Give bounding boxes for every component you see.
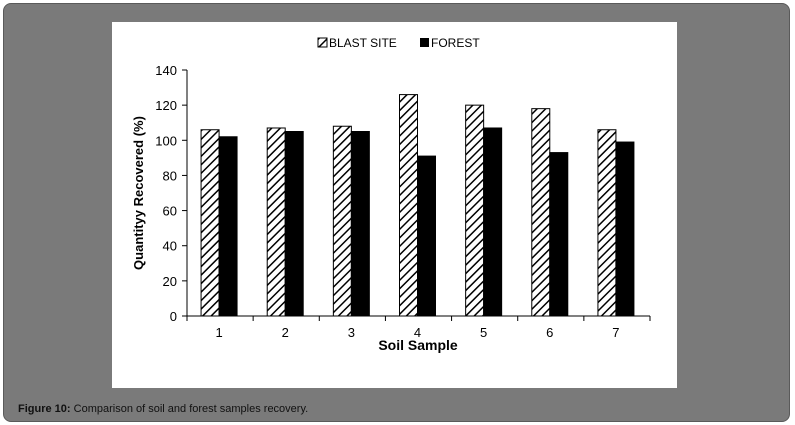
bar-blast-site-1 <box>200 129 220 317</box>
bar-forest-6 <box>549 152 569 317</box>
bar-blast-site-4 <box>399 94 418 317</box>
bars <box>200 94 635 317</box>
legend-swatch-blast-site <box>317 37 328 48</box>
x-tick-label: 3 <box>348 325 355 340</box>
bar-blast-site-5 <box>465 104 485 317</box>
figure-caption: Figure 10: Comparison of soil and forest… <box>18 394 778 424</box>
x-axis-ticks: 1 2 3 4 5 6 7 <box>186 316 651 340</box>
y-axis-title: Quantityy Recovered (%) <box>131 116 146 270</box>
x-tick-label: 5 <box>480 325 487 340</box>
bar-blast-site-7 <box>597 129 617 317</box>
bar-forest-2 <box>284 131 304 317</box>
x-tick-label: 7 <box>612 325 619 340</box>
bar-blast-site-2 <box>266 127 286 317</box>
y-axis-ticks: 0 20 40 60 80 100 120 140 <box>155 63 187 324</box>
y-tick-label: 140 <box>155 63 177 78</box>
bar-forest-5 <box>483 127 503 317</box>
y-tick-label: 80 <box>163 168 177 183</box>
bar-forest-1 <box>218 136 238 317</box>
legend-label-blast-site: BLAST SITE <box>329 36 397 50</box>
y-tick-label: 60 <box>163 204 177 219</box>
bar-blast-site-3 <box>332 125 352 317</box>
x-tick-label: 6 <box>546 325 553 340</box>
x-axis-title: Soil Sample <box>378 337 458 353</box>
y-tick-label: 100 <box>155 133 177 148</box>
caption-label: Figure 10: <box>18 403 71 415</box>
bar-forest-7 <box>615 141 635 317</box>
y-tick-label: 0 <box>170 309 177 324</box>
legend: BLAST SITE FOREST <box>317 36 480 50</box>
caption-text: Comparison of soil and forest samples re… <box>70 403 309 415</box>
legend-label-forest: FOREST <box>431 36 480 50</box>
y-tick-label: 40 <box>163 239 177 254</box>
bar-blast-site-6 <box>531 108 551 317</box>
x-tick-label: 1 <box>215 325 222 340</box>
legend-swatch-forest <box>420 38 429 47</box>
bar-forest-3 <box>350 131 370 317</box>
bar-forest-4 <box>417 155 436 317</box>
y-tick-label: 120 <box>155 98 177 113</box>
y-tick-label: 20 <box>163 274 177 289</box>
x-tick-label: 2 <box>282 325 289 340</box>
x-tick-label: 4 <box>414 325 421 340</box>
